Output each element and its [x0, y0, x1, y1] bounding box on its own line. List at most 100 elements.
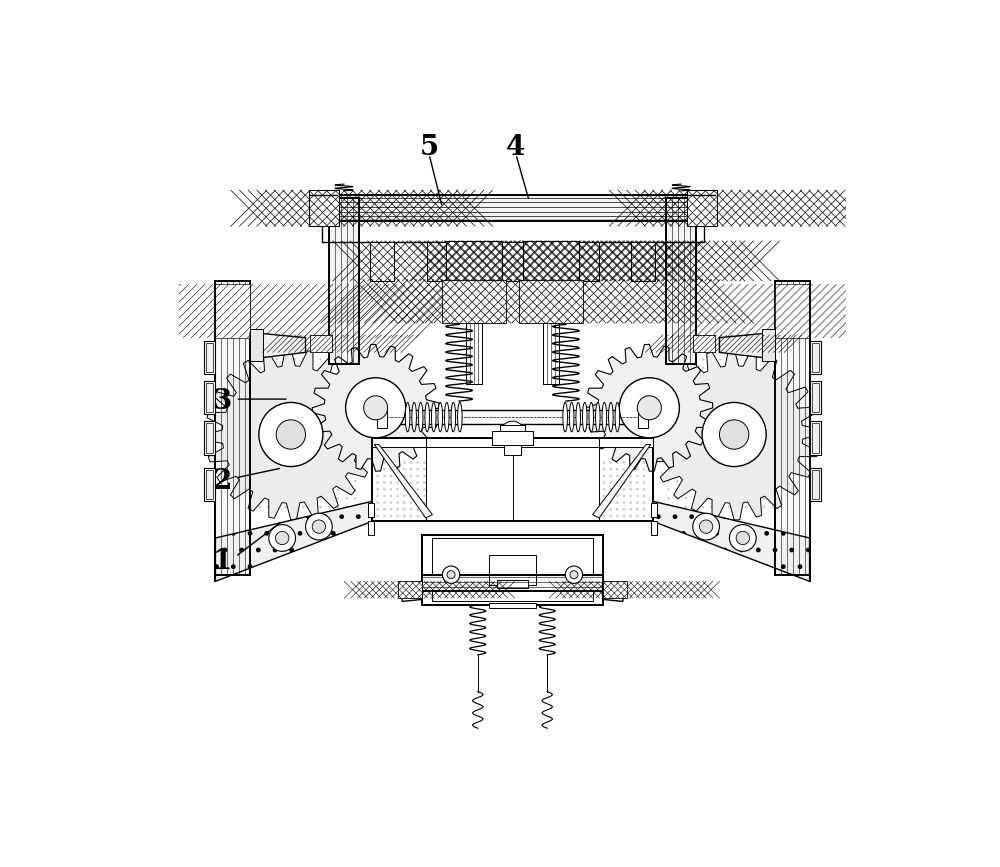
- Circle shape: [719, 410, 722, 413]
- Circle shape: [259, 402, 323, 466]
- Circle shape: [609, 481, 612, 484]
- Circle shape: [684, 497, 687, 499]
- Circle shape: [667, 427, 670, 430]
- Circle shape: [232, 479, 235, 482]
- Circle shape: [337, 375, 339, 378]
- Circle shape: [745, 497, 748, 499]
- Circle shape: [224, 488, 226, 491]
- Circle shape: [636, 508, 639, 511]
- Circle shape: [258, 488, 261, 491]
- Circle shape: [423, 461, 426, 464]
- Circle shape: [302, 410, 305, 413]
- Circle shape: [319, 427, 322, 430]
- Bar: [502, 242, 526, 281]
- Circle shape: [302, 436, 305, 439]
- Circle shape: [258, 384, 261, 387]
- Circle shape: [337, 488, 339, 491]
- Circle shape: [693, 513, 719, 540]
- Circle shape: [736, 375, 739, 378]
- Circle shape: [383, 501, 386, 504]
- Circle shape: [232, 462, 235, 465]
- Polygon shape: [215, 501, 372, 582]
- Text: 1: 1: [212, 548, 232, 575]
- Circle shape: [702, 479, 704, 482]
- Circle shape: [232, 384, 235, 387]
- Circle shape: [789, 410, 791, 413]
- Circle shape: [241, 479, 244, 482]
- Circle shape: [728, 375, 730, 378]
- Circle shape: [311, 375, 313, 378]
- Circle shape: [383, 481, 386, 484]
- Circle shape: [302, 401, 305, 404]
- Circle shape: [302, 419, 305, 421]
- Circle shape: [403, 494, 406, 498]
- Circle shape: [676, 375, 678, 378]
- Circle shape: [258, 427, 261, 430]
- Circle shape: [383, 461, 386, 464]
- Circle shape: [609, 508, 612, 511]
- Circle shape: [736, 419, 739, 421]
- Circle shape: [710, 488, 713, 491]
- Bar: [446, 241, 502, 281]
- Circle shape: [302, 471, 305, 473]
- Circle shape: [693, 375, 696, 378]
- Circle shape: [780, 445, 783, 447]
- Circle shape: [319, 445, 322, 447]
- Circle shape: [267, 375, 270, 378]
- Circle shape: [293, 497, 296, 499]
- Circle shape: [616, 515, 619, 518]
- Circle shape: [416, 508, 419, 511]
- Circle shape: [684, 401, 687, 404]
- Circle shape: [789, 436, 791, 439]
- Polygon shape: [399, 582, 422, 602]
- Circle shape: [763, 401, 765, 404]
- Bar: [775, 281, 810, 575]
- Bar: [322, 219, 704, 242]
- Circle shape: [616, 508, 619, 511]
- Circle shape: [302, 375, 305, 378]
- Circle shape: [719, 375, 722, 378]
- Circle shape: [447, 570, 455, 578]
- Circle shape: [285, 479, 287, 482]
- Circle shape: [789, 497, 791, 499]
- Circle shape: [346, 378, 406, 438]
- Circle shape: [276, 384, 279, 387]
- Circle shape: [276, 462, 279, 465]
- Circle shape: [354, 393, 357, 395]
- Circle shape: [771, 427, 774, 430]
- Circle shape: [354, 358, 357, 361]
- Circle shape: [390, 508, 392, 511]
- Circle shape: [410, 474, 412, 477]
- Circle shape: [693, 436, 696, 439]
- Circle shape: [302, 427, 305, 430]
- Circle shape: [328, 445, 331, 447]
- Circle shape: [693, 367, 696, 369]
- Circle shape: [285, 358, 287, 361]
- Circle shape: [390, 474, 392, 477]
- Circle shape: [337, 419, 339, 421]
- Circle shape: [728, 427, 730, 430]
- Circle shape: [354, 471, 357, 473]
- Circle shape: [719, 436, 722, 439]
- Circle shape: [736, 531, 749, 544]
- Circle shape: [302, 445, 305, 447]
- Circle shape: [337, 393, 339, 395]
- Circle shape: [771, 453, 774, 456]
- Ellipse shape: [405, 402, 410, 432]
- Circle shape: [728, 497, 730, 499]
- Bar: [497, 580, 528, 588]
- Circle shape: [736, 471, 739, 473]
- Circle shape: [311, 488, 313, 491]
- Circle shape: [250, 419, 252, 421]
- Bar: [368, 503, 374, 517]
- Circle shape: [390, 501, 392, 504]
- Circle shape: [789, 462, 791, 465]
- Circle shape: [789, 401, 791, 404]
- Circle shape: [736, 505, 739, 508]
- Circle shape: [390, 494, 392, 498]
- Circle shape: [797, 488, 800, 491]
- Circle shape: [603, 468, 605, 471]
- Circle shape: [745, 367, 748, 369]
- Circle shape: [293, 358, 296, 361]
- Text: 5: 5: [419, 134, 439, 161]
